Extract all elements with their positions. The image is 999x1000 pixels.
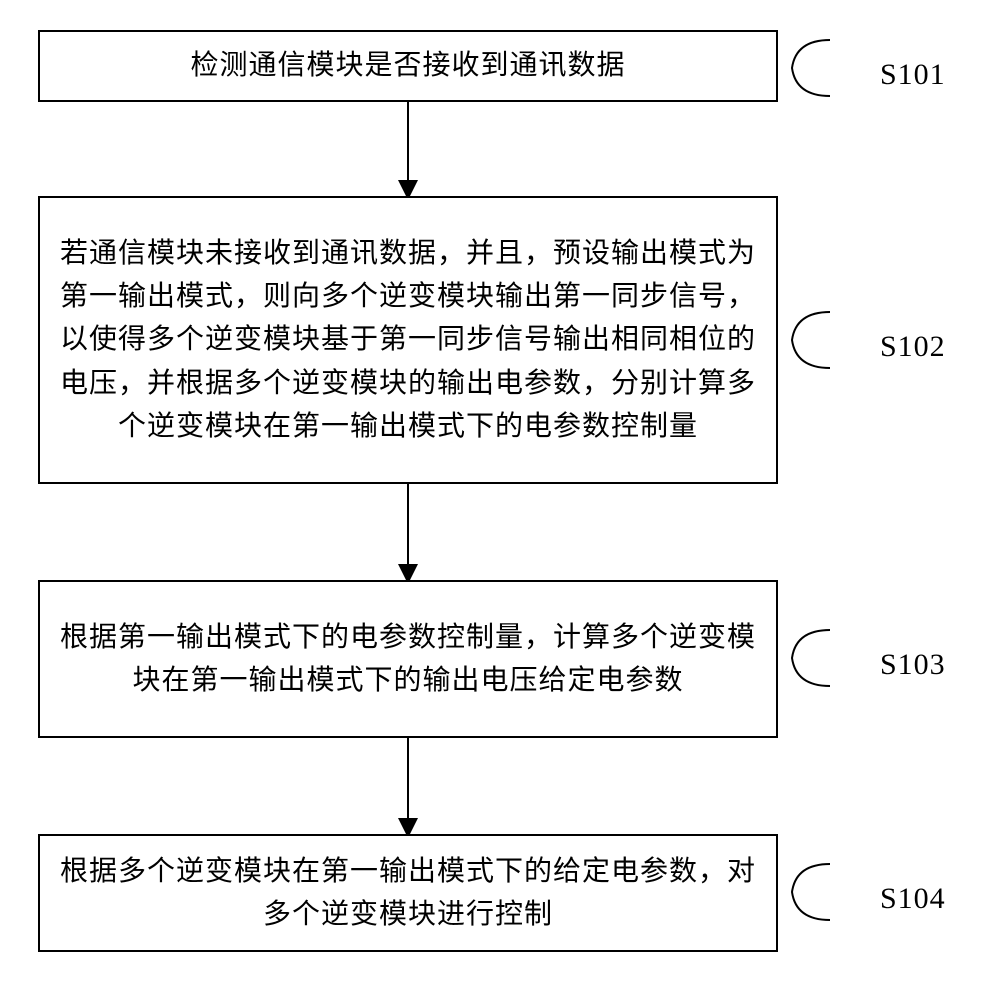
flow-node-text: 检测通信模块是否接收到通讯数据 [190, 44, 625, 87]
flow-node-n3: 根据第一输出模式下的电参数控制量，计算多个逆变模块在第一输出模式下的输出电压给定… [38, 580, 778, 738]
flowchart-canvas: 检测通信模块是否接收到通讯数据 S101 若通信模块未接收到通讯数据，并且，预设输出… [0, 0, 999, 1000]
flow-node-label: S104 [880, 882, 946, 916]
flow-node-n2: 若通信模块未接收到通讯数据，并且，预设输出模式为第一输出模式，则向多个逆变模块输… [38, 196, 778, 484]
flow-node-text: 根据多个逆变模块在第一输出模式下的给定电参数，对多个逆变模块进行控制 [60, 850, 756, 937]
flow-node-label: S102 [880, 330, 946, 364]
flow-node-label: S101 [880, 58, 946, 92]
flow-node-text: 若通信模块未接收到通讯数据，并且，预设输出模式为第一输出模式，则向多个逆变模块输… [60, 232, 756, 449]
flow-node-text: 根据第一输出模式下的电参数控制量，计算多个逆变模块在第一输出模式下的输出电压给定… [60, 616, 756, 703]
flow-node-label: S103 [880, 648, 946, 682]
flow-node-n4: 根据多个逆变模块在第一输出模式下的给定电参数，对多个逆变模块进行控制 [38, 834, 778, 952]
flow-node-n1: 检测通信模块是否接收到通讯数据 [38, 30, 778, 102]
